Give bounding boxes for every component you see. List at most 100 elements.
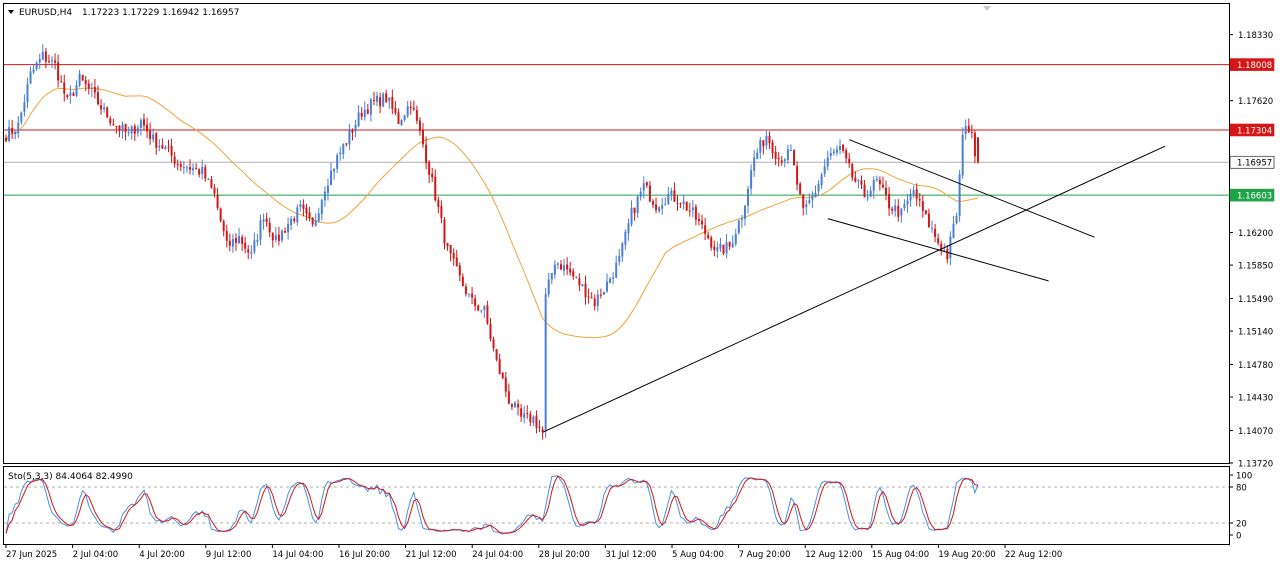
shift-marker-icon[interactable] <box>983 6 991 11</box>
candle-body <box>875 178 878 181</box>
candle-body <box>471 293 474 298</box>
trendline[interactable] <box>827 218 1049 282</box>
candle-body <box>655 204 658 211</box>
candle-body <box>857 180 860 182</box>
candle-body <box>725 242 728 254</box>
candle-body <box>612 277 615 279</box>
candle-body <box>228 240 231 246</box>
candle-body <box>468 293 471 295</box>
stochastic-lines <box>4 475 1229 535</box>
candle-body <box>719 243 722 249</box>
trendlines[interactable] <box>542 139 1166 433</box>
candle-body <box>351 129 354 133</box>
candle-body <box>590 297 593 299</box>
price-tick-label: 1.14430 <box>1238 394 1273 404</box>
candle-body <box>639 191 642 198</box>
candle-body <box>682 201 685 205</box>
candle-body <box>271 232 274 241</box>
candle-body <box>621 243 624 257</box>
candle-body <box>320 199 323 215</box>
candle-body <box>29 71 32 84</box>
candle-body <box>26 84 29 103</box>
candle-body <box>943 249 946 251</box>
candle-body <box>265 218 268 223</box>
candle-body <box>676 202 679 204</box>
candle-body <box>869 190 872 197</box>
candle-body <box>609 278 612 283</box>
time-tick-label: 31 Jul 12:00 <box>605 550 656 560</box>
candle-body <box>866 197 869 199</box>
candle-body <box>581 284 584 287</box>
symbol-menu-triangle-icon[interactable] <box>8 10 14 14</box>
time-tick-label: 4 Jul 20:00 <box>139 550 185 560</box>
candle-body <box>247 249 250 253</box>
stoch-main-line <box>5 475 979 535</box>
moving-average-line <box>5 87 979 339</box>
candle-body <box>418 120 421 132</box>
candle-body <box>164 146 167 150</box>
time-tick-label: 5 Aug 04:00 <box>672 550 724 560</box>
candle-body <box>520 408 523 417</box>
candle-body <box>149 130 152 140</box>
stochastic-panel-frame <box>3 466 1230 545</box>
candle-body <box>780 160 783 163</box>
candle-body <box>777 157 780 160</box>
candle-body <box>201 166 204 175</box>
candle-body <box>765 136 768 146</box>
candle-body <box>415 110 418 121</box>
candle-body <box>881 184 884 188</box>
price-level-labels: 1.18008 1.17304 1.16957 1.16603 <box>1229 58 1275 202</box>
candle-body <box>170 145 173 156</box>
candle-body <box>566 264 569 270</box>
candle-body <box>238 236 241 244</box>
price-tick-label: 1.13720 <box>1238 460 1273 470</box>
candle-body <box>219 208 222 221</box>
candle-body <box>872 179 875 191</box>
candle-body <box>348 130 351 145</box>
trendline[interactable] <box>849 139 1095 238</box>
horizontal-levels <box>4 64 1229 196</box>
candle-body <box>369 99 372 115</box>
candle-body <box>35 62 38 70</box>
candle-body <box>391 96 394 109</box>
time-tick-label: 9 Jul 12:00 <box>206 550 252 560</box>
candle-body <box>860 180 863 185</box>
candle-body <box>57 62 60 81</box>
candle-body <box>173 156 176 164</box>
candle-body <box>326 185 329 193</box>
candle-body <box>250 251 253 254</box>
candle-body <box>823 166 826 174</box>
candle-body <box>431 173 434 178</box>
candle-body <box>569 268 572 273</box>
candle-body <box>737 220 740 233</box>
candle-body <box>808 200 811 203</box>
candle-body <box>449 244 452 254</box>
candle-body <box>121 124 124 132</box>
candle-body <box>44 51 47 62</box>
price-axis: 1.18330 1.17620 1.16200 1.15850 1.15490 1.151… <box>1229 31 1273 470</box>
candle-body <box>918 199 921 201</box>
candle-body <box>559 264 562 270</box>
candle-body <box>81 74 84 81</box>
candle-body <box>87 83 90 89</box>
candle-body <box>32 69 35 73</box>
candle-body <box>949 236 952 259</box>
candle-body <box>302 204 305 209</box>
candle-body <box>176 164 179 166</box>
candle-body <box>636 196 639 213</box>
candle-body <box>756 152 759 159</box>
candle-body <box>740 218 743 220</box>
candle-body <box>940 243 943 251</box>
candle-body <box>642 183 645 191</box>
candle-body <box>372 99 375 101</box>
time-tick-label: 19 Aug 20:00 <box>938 550 995 560</box>
candle-body <box>575 276 578 278</box>
candle-body <box>204 167 207 179</box>
trendline[interactable] <box>542 145 1166 433</box>
candle-body <box>538 426 541 428</box>
candle-body <box>967 125 970 132</box>
candle-body <box>912 190 915 195</box>
candle-body <box>894 205 897 212</box>
